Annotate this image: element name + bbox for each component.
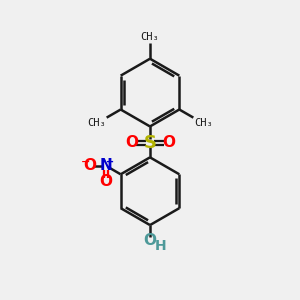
Text: CH₃: CH₃ <box>87 118 106 128</box>
Text: O: O <box>83 158 96 173</box>
Text: O: O <box>99 174 112 189</box>
Text: CH₃: CH₃ <box>141 32 159 42</box>
Text: O: O <box>162 135 175 150</box>
Text: −: − <box>81 157 90 166</box>
Text: CH₃: CH₃ <box>194 118 213 128</box>
Text: O: O <box>125 135 138 150</box>
Text: S: S <box>143 134 157 152</box>
Text: O: O <box>143 233 157 248</box>
Text: H: H <box>154 239 166 253</box>
Text: +: + <box>106 157 114 166</box>
Text: N: N <box>100 158 112 173</box>
